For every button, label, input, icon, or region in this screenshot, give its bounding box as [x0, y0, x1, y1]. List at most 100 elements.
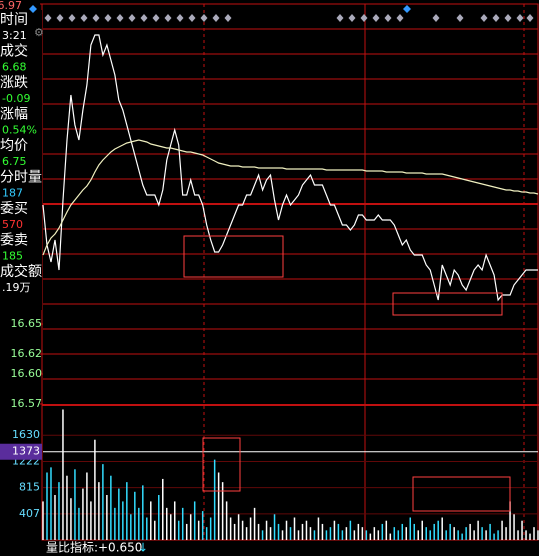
volume-bar	[205, 527, 208, 540]
volume-bar	[82, 488, 84, 540]
highlight-box	[202, 437, 241, 492]
volume-bar	[158, 495, 160, 540]
volume-bar	[173, 501, 176, 540]
volume-bar	[249, 517, 252, 540]
info-label: 成交	[0, 43, 28, 60]
volume-bar	[425, 527, 427, 540]
volume-bar	[361, 527, 364, 540]
volume-bar	[74, 469, 76, 540]
volume-bar	[401, 523, 404, 540]
volume-bar	[357, 523, 360, 540]
volume-bar	[110, 475, 112, 540]
volume-bar	[46, 472, 48, 540]
volume-bar	[501, 520, 503, 540]
volume-bar	[421, 520, 423, 540]
marker	[526, 14, 534, 22]
marker-row	[29, 5, 534, 22]
info-label: 涨跌	[0, 75, 28, 91]
volume-bar	[150, 501, 152, 540]
marker	[104, 14, 112, 22]
info-label: 成交额	[0, 263, 42, 280]
volume-bar	[389, 533, 392, 540]
marker	[224, 14, 232, 22]
volume-bar	[329, 527, 332, 540]
volume-bar	[58, 482, 60, 540]
volume-bar	[445, 530, 447, 540]
volume-bar	[473, 530, 475, 540]
marker	[348, 14, 356, 22]
highlight-box	[183, 235, 284, 278]
volume-bar	[50, 467, 52, 540]
info-value: 6.75	[2, 155, 27, 168]
volume-bar	[257, 523, 260, 540]
marker	[44, 14, 52, 22]
y-tick-label: 815	[19, 481, 40, 494]
volume-bar	[481, 527, 483, 540]
volume-bar	[241, 520, 244, 540]
volume-bar	[181, 507, 184, 540]
volume-bar	[138, 507, 140, 540]
volume-bar	[265, 520, 268, 540]
volume-bar	[341, 530, 344, 540]
marker	[128, 14, 136, 22]
volume-bar	[130, 514, 132, 540]
volume-bar	[277, 523, 280, 540]
volume-bar	[54, 495, 56, 540]
marker	[80, 14, 88, 22]
volume-bar	[118, 488, 120, 540]
volume-bar	[469, 523, 471, 540]
cursor-label-bg	[0, 443, 42, 460]
highlight-box	[412, 476, 511, 512]
volume-bar	[337, 523, 340, 540]
footer-value: +0.650	[98, 541, 142, 555]
marker	[480, 14, 488, 22]
volume-bar	[78, 507, 80, 540]
volume-bar	[429, 530, 431, 540]
volume-bar	[217, 472, 220, 540]
marker	[188, 14, 196, 22]
footer-arrow: ↓	[138, 541, 148, 555]
y-tick-label: 1630	[12, 428, 40, 441]
settings-icon[interactable]: ⚙	[34, 26, 44, 39]
volume-bar	[321, 523, 324, 540]
marker	[56, 14, 64, 22]
volume-bar	[285, 520, 288, 540]
volume-bar	[237, 514, 240, 540]
volume-bar	[509, 501, 511, 540]
marker	[152, 14, 160, 22]
volume-bar	[417, 530, 419, 540]
info-label: 委卖	[0, 233, 28, 249]
volume-bar	[433, 523, 435, 540]
y-tick-label: 16.97	[0, 0, 22, 12]
info-value: 570	[2, 218, 23, 231]
volume-bar	[126, 482, 128, 540]
marker	[200, 14, 208, 22]
volume-bar	[209, 517, 212, 540]
volume-bar	[98, 482, 100, 540]
volume-bar	[537, 530, 539, 540]
volume-bar	[269, 527, 272, 540]
volume-bar	[106, 495, 108, 540]
marker	[29, 5, 37, 13]
price-line	[42, 139, 539, 256]
marker	[164, 14, 172, 22]
volume-bar	[453, 527, 455, 540]
footer-label: 量比指标:	[46, 540, 98, 555]
volume-bar	[493, 533, 495, 540]
volume-bar	[521, 520, 523, 540]
info-value: .19万	[2, 281, 31, 294]
volume-bar	[261, 530, 264, 540]
marker	[516, 14, 524, 22]
volume-bar	[289, 527, 292, 540]
volume-bar	[381, 523, 384, 540]
info-value: 0.54%	[2, 124, 37, 137]
marker	[372, 14, 380, 22]
volume-bar	[369, 533, 372, 540]
volume-bar	[533, 527, 535, 540]
volume-bar	[201, 511, 204, 540]
volume-bar	[353, 530, 356, 540]
volume-bar	[177, 520, 180, 540]
y-tick-label: 16.60	[11, 367, 43, 380]
